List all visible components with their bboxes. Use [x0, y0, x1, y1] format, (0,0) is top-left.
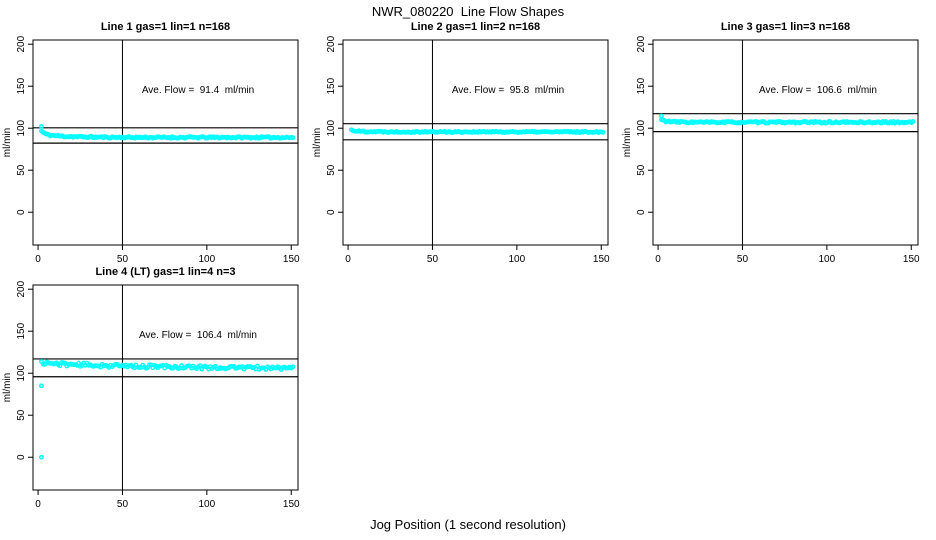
subplot-3-x-tick-label: 150 [903, 254, 920, 265]
subplot-1-frame [32, 39, 299, 246]
subplot-3-data-point [910, 119, 916, 124]
subplot-4-data-point [290, 364, 296, 370]
subplot-1-x-tick-label: 100 [199, 254, 216, 265]
subplot-3-y-tick-label: 150 [636, 77, 647, 94]
subplot-4-x-tick-label: 50 [117, 499, 129, 510]
subplot-3-y-tick-label: 0 [636, 209, 647, 215]
subplot-1-x-tick-label: 0 [35, 254, 41, 265]
subplot-4-x-tick-label: 0 [35, 499, 41, 510]
subplot-3-data-point [659, 113, 664, 119]
subplot-2-y-tick-label: 200 [326, 35, 337, 52]
subplot-3-y-axis-label: ml/min [622, 128, 633, 157]
subplot-3-x-tick-label: 0 [655, 254, 661, 265]
subplot-2-ave-flow-annotation: Ave. Flow = 95.8 ml/min [451, 85, 565, 96]
subplot-1-data-point [39, 124, 44, 129]
subplot-2-y-tick-label: 50 [326, 164, 337, 176]
subplot-4-x-tick-label: 150 [283, 499, 300, 510]
subplot-3-ave-flow-annotation: Ave. Flow = 106.6 ml/min [759, 85, 877, 96]
subplot-2-y-tick-label: 150 [326, 77, 337, 94]
subplot-4-data-point [57, 363, 63, 369]
subplot-3-x-tick-label: 100 [819, 254, 836, 265]
subplot-2-y-tick-label: 100 [326, 119, 337, 136]
subplot-4-data-point [39, 383, 44, 389]
subplot-2-y-axis-label: ml/min [312, 128, 323, 157]
subplot-2-x-tick-label: 100 [509, 254, 526, 265]
subplot-1-y-tick-label: 50 [16, 164, 27, 176]
subplot-4-y-tick-label: 50 [16, 409, 27, 421]
x-axis-label: Jog Position (1 second resolution) [370, 517, 566, 532]
subplot-1-y-tick-label: 200 [16, 35, 27, 52]
subplot-2-x-tick-label: 50 [427, 254, 439, 265]
subplot-3-frame [652, 39, 919, 246]
subplot-3-y-tick-label: 50 [636, 164, 647, 176]
subplot-1-x-tick-label: 150 [283, 254, 300, 265]
subplot-2-frame [342, 39, 609, 246]
subplot-2-x-tick-label: 0 [345, 254, 351, 265]
subplot-4-y-tick-label: 200 [16, 280, 27, 297]
subplot-4-y-axis-label: ml/min [2, 373, 13, 402]
main-title: NWR_080220 Line Flow Shapes [371, 4, 565, 19]
subplot-1-y-axis-label: ml/min [2, 128, 13, 157]
subplot-2-data-point [600, 129, 606, 135]
subplot-1-y-tick-label: 150 [16, 77, 27, 94]
subplot-1-ave-flow-annotation: Ave. Flow = 91.4 ml/min [141, 85, 255, 96]
subplot-4-y-tick-label: 150 [16, 322, 27, 339]
subplot-4-y-tick-label: 100 [16, 364, 27, 381]
subplot-1-y-tick-label: 100 [16, 119, 27, 136]
subplot-4-title: Line 4 (LT) gas=1 lin=4 n=3 [95, 266, 236, 278]
subplot-1-y-tick-label: 0 [16, 209, 27, 215]
subplot-2-x-tick-label: 150 [593, 254, 610, 265]
subplot-1-title: Line 1 gas=1 lin=1 n=168 [100, 21, 231, 33]
subplot-3-x-tick-label: 50 [737, 254, 749, 265]
subplot-1-data-point [290, 135, 296, 141]
subplot-3-title: Line 3 gas=1 lin=3 n=168 [720, 21, 851, 33]
subplot-3-y-tick-label: 100 [636, 119, 647, 136]
subplot-2-title: Line 2 gas=1 lin=2 n=168 [410, 21, 541, 33]
subplot-4-ave-flow-annotation: Ave. Flow = 106.4 ml/min [139, 330, 257, 341]
subplot-3-y-tick-label: 200 [636, 35, 647, 52]
subplot-2-y-tick-label: 0 [326, 209, 337, 215]
subplot-4-y-tick-label: 0 [16, 454, 27, 460]
subplot-4-frame [32, 284, 299, 491]
subplot-4-x-tick-label: 100 [199, 499, 216, 510]
subplot-1-x-tick-label: 50 [117, 254, 129, 265]
subplot-4-data-point [39, 454, 44, 460]
